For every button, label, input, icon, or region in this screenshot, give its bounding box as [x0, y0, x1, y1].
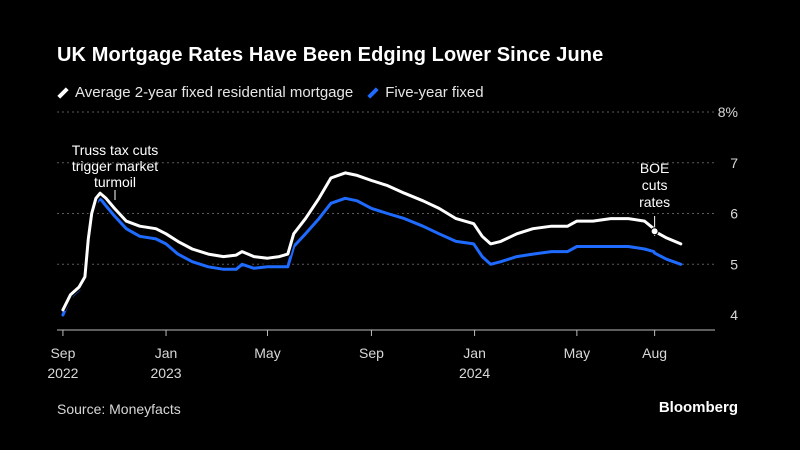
source-note: Source: Moneyfacts — [57, 401, 181, 417]
annotation-truss-text: turmoil — [94, 174, 136, 190]
x-tick-label: May — [254, 345, 280, 361]
x-tick-label: Jan — [463, 345, 486, 361]
chart-title: UK Mortgage Rates Have Been Edging Lower… — [57, 44, 604, 66]
annotation-boe-text: cuts — [642, 177, 668, 193]
y-tick-label: 5 — [730, 256, 738, 272]
x-tick-label: Sep — [359, 345, 384, 361]
two-year-fixed-line — [61, 171, 683, 312]
x-tick-label: Aug — [642, 345, 667, 361]
y-tick-label: 8% — [718, 104, 738, 120]
legend: Average 2-year fixed residential mortgag… — [57, 84, 498, 101]
annotation-truss-text: Truss tax cuts — [72, 142, 159, 158]
annotation-boe-text: rates — [639, 194, 670, 210]
legend-label-five-year: Five-year fixed — [385, 84, 484, 101]
x-tick-label: May — [564, 345, 590, 361]
annotation-boe-marker — [650, 227, 659, 236]
legend-item-two-year: Average 2-year fixed residential mortgag… — [57, 84, 353, 101]
five-year-fixed-line — [61, 196, 683, 317]
annotation-truss-text: trigger market — [72, 158, 158, 174]
x-tick-year-label: 2024 — [459, 365, 490, 381]
annotation-boe-text: BOE — [640, 160, 670, 176]
series-outline — [60, 195, 682, 317]
y-tick-label: 6 — [730, 206, 738, 222]
bloomberg-logo: Bloomberg — [658, 399, 738, 416]
legend-label-two-year: Average 2-year fixed residential mortgag… — [75, 84, 354, 101]
y-tick-label: 4 — [730, 307, 738, 323]
x-tick-label: Sep — [50, 345, 75, 361]
x-tick-year-label: 2022 — [47, 365, 78, 381]
x-tick-label: Jan — [155, 345, 178, 361]
y-tick-label: 7 — [730, 155, 738, 171]
x-tick-year-label: 2023 — [150, 365, 181, 381]
legend-item-five-year: Five-year fixed — [367, 84, 484, 101]
